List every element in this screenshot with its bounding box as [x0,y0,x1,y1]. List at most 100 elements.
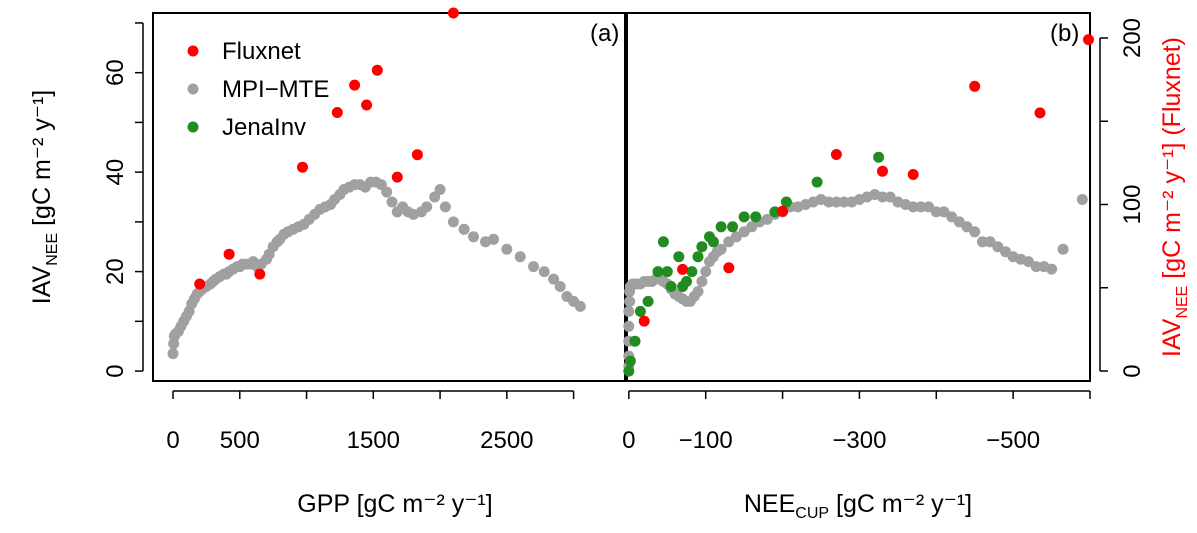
x-tick-label-a-1500: 1500 [347,427,400,454]
point-b-jenainv-18 [727,221,739,233]
point-b-fluxnet-3 [777,205,789,217]
point-b-mpi-mte-59 [930,206,942,218]
panel-b-label: (b) [1050,20,1079,47]
legend-label-mpi-mte: MPI−MTE [222,76,329,103]
point-a-mpi-mte-77 [554,281,566,292]
point-a-fluxnet-7 [371,64,383,76]
point-b-jenainv-5 [652,266,664,278]
point-b-mpi-mte-45 [823,196,835,208]
point-b-jenainv-16 [707,236,719,248]
x-axis-label-a: GPP [gC m⁻² y⁻¹] [297,490,492,518]
x-label-b-base: NEE [744,490,795,518]
point-b-jenainv-22 [780,196,792,208]
point-b-mpi-mte-56 [907,201,919,213]
point-b-fluxnet-4 [830,149,842,160]
point-b-mpi-mte-26 [696,276,708,287]
panel-a-label: (a) [590,20,619,47]
point-a-mpi-mte-75 [538,266,550,278]
x-tick-label-a-2500: 2500 [480,427,533,454]
point-b-jenainv-13 [692,251,704,263]
axis-ticks: 0 500 1500 2500 0 −100 −300 −500 0 20 40 60 0 100 200 [102,18,1146,454]
point-b-mpi-mte-57 [915,201,927,213]
point-b-mpi-mte-25 [692,286,704,297]
point-b-mpi-mte-72 [1030,261,1042,273]
point-a-mpi-mte-0 [167,348,179,360]
x-label-b-rest: [gC m⁻² y⁻¹] [829,490,972,518]
point-b-jenainv-20 [750,211,762,223]
point-b-mpi-mte-3 [623,320,635,332]
point-b-mpi-mte-5 [624,295,636,307]
point-b-jenainv-14 [696,241,708,253]
data-points [167,7,1094,377]
point-b-jenainv-23 [811,176,823,188]
y-tick-label-left-40: 40 [102,159,129,186]
point-b-fluxnet-6 [907,169,919,180]
point-b-mpi-mte-64 [969,226,981,238]
point-a-fluxnet-8 [391,171,403,183]
point-a-mpi-mte-65 [434,184,446,195]
point-b-mpi-mte-46 [830,196,842,208]
x-axis-label-b: NEECUP [gC m⁻² y⁻¹] [744,490,972,522]
x-tick-label-b-neg100: −100 [679,427,733,454]
point-a-mpi-mte-80 [574,300,586,312]
y-tick-label-left-0: 0 [102,364,129,377]
x-tick-label-a-0: 0 [166,427,179,454]
point-b-jenainv-3 [634,305,646,317]
point-b-mpi-mte-31 [715,243,727,255]
point-a-mpi-mte-68 [458,223,470,235]
point-a-mpi-mte-69 [468,231,479,243]
panel-b-frame [624,12,1091,382]
point-b-jenainv-0 [623,365,635,377]
point-b-jenainv-11 [681,276,692,287]
point-a-fluxnet-9 [411,149,423,161]
point-a-mpi-mte-74 [528,261,539,273]
y-tick-label-right-200: 200 [1119,18,1146,58]
panel-a-frame [152,12,628,382]
legend-marker-jenainv [187,121,199,133]
point-b-mpi-mte-65 [976,236,988,248]
point-b-jenainv-8 [665,281,677,292]
point-b-mpi-mte-75 [1057,243,1069,255]
point-b-jenainv-9 [673,251,685,263]
point-a-mpi-mte-66 [439,201,451,213]
point-a-mpi-mte-56 [381,186,393,198]
point-a-mpi-mte-67 [447,216,459,228]
point-b-fluxnet-9 [1083,34,1094,46]
x-tick-label-b-0: 0 [622,427,635,454]
point-a-fluxnet-4 [331,107,343,118]
point-a-fluxnet-10 [447,7,459,19]
y-axis-label-left: IAVNEE [gC m⁻² y⁻¹] [28,90,61,304]
point-b-fluxnet-2 [723,262,735,274]
x-tick-label-b-neg300: −300 [832,427,886,454]
point-b-fluxnet-0 [638,315,650,327]
point-b-jenainv-4 [642,295,654,307]
y-label-left-rest: [gC m⁻² y⁻¹] [28,90,56,233]
point-b-jenainv-1 [624,355,636,367]
legend-label-fluxnet: Fluxnet [222,38,301,65]
y-axis-label-right: IAVNEE [gC m⁻² y⁻¹] (Fluxnet) [1158,37,1191,357]
y-label-right-rest: [gC m⁻² y⁻¹] (Fluxnet) [1158,37,1186,286]
point-a-fluxnet-3 [297,161,308,173]
point-a-mpi-mte-73 [514,251,526,263]
point-b-fluxnet-8 [1034,107,1046,119]
legend-marker-fluxnet [187,45,199,57]
point-a-fluxnet-6 [361,99,373,111]
point-b-fluxnet-7 [969,80,981,92]
point-b-mpi-mte-4 [623,305,635,317]
point-b-mpi-mte-76 [1076,194,1088,205]
point-b-jenainv-6 [657,236,669,248]
x-tick-label-a-500: 500 [220,427,260,454]
point-a-mpi-mte-71 [488,233,499,245]
y-tick-label-right-0: 0 [1119,364,1146,377]
y-label-left-sub: NEE [44,233,61,266]
legend-label-jenainv: JenaInv [222,114,306,141]
x-tick-label-b-neg500: −500 [986,427,1040,454]
point-b-jenainv-24 [873,151,885,163]
point-a-fluxnet-5 [349,79,361,91]
point-b-mpi-mte-27 [700,266,712,278]
point-b-jenainv-19 [738,211,750,223]
point-b-jenainv-7 [661,266,673,278]
legend-marker-mpi-mte [187,83,199,95]
point-a-mpi-mte-72 [501,243,513,255]
